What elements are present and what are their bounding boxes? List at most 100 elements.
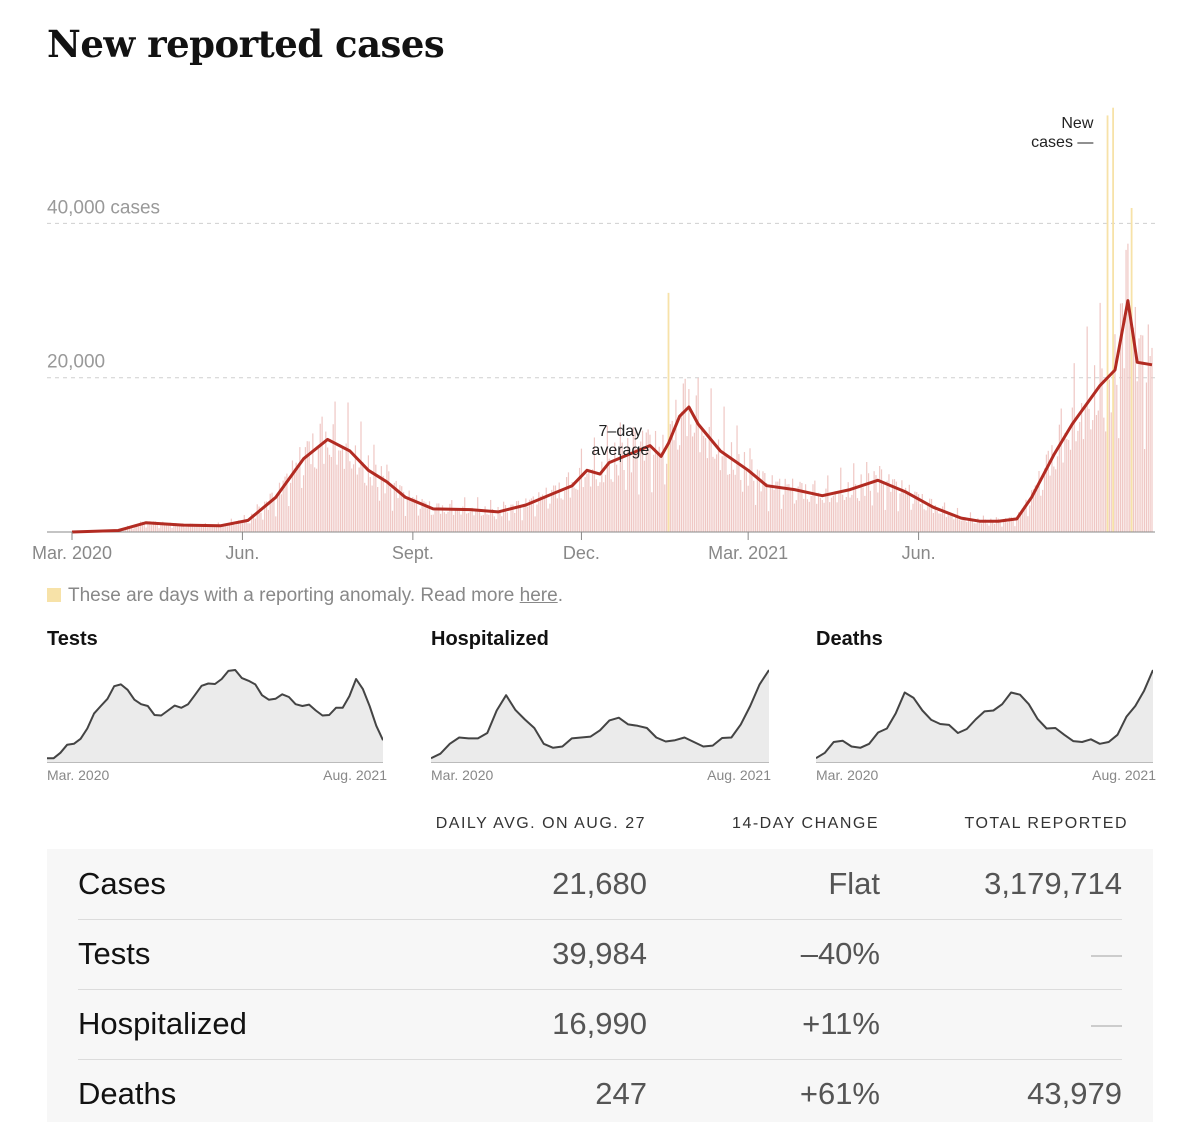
daily-bar: [690, 425, 691, 532]
daily-bar: [414, 499, 415, 532]
daily-bar: [644, 461, 645, 532]
daily-bar: [390, 488, 391, 532]
daily-bar: [1057, 456, 1058, 532]
mini-chart-title: Hospitalized: [431, 628, 771, 651]
daily-bar: [507, 512, 508, 532]
daily-bar: [397, 498, 398, 532]
daily-bar: [768, 511, 769, 532]
daily-bar: [433, 515, 434, 532]
daily-bar: [444, 512, 445, 532]
daily-bar: [773, 490, 774, 532]
anomaly-read-more-link[interactable]: here: [520, 585, 558, 606]
daily-bar: [899, 493, 900, 532]
daily-bar: [1016, 519, 1017, 532]
daily-bar: [353, 464, 354, 532]
row-change: +11%: [802, 1006, 880, 1042]
daily-bar: [968, 520, 969, 532]
daily-bar: [410, 500, 411, 532]
daily-bar: [827, 475, 828, 532]
daily-bar: [831, 498, 832, 532]
daily-bar: [370, 477, 371, 532]
anomaly-note: These are days with a reporting anomaly.…: [47, 585, 563, 607]
daily-bar: [1053, 467, 1054, 532]
daily-bar: [360, 422, 361, 532]
daily-bar: [384, 493, 385, 532]
daily-bar: [783, 495, 784, 532]
daily-bar: [953, 519, 954, 532]
daily-bar: [503, 502, 504, 532]
daily-bar: [692, 436, 693, 532]
daily-bar: [755, 505, 756, 532]
y-tick-label: 40,000 cases: [47, 197, 160, 218]
daily-bar: [270, 494, 271, 532]
daily-bar: [966, 522, 967, 532]
daily-bar: [1040, 496, 1041, 532]
daily-bar: [938, 513, 939, 532]
daily-bar: [846, 497, 847, 532]
row-total: 3,179,714: [984, 866, 1122, 902]
daily-bar: [794, 504, 795, 532]
daily-bar: [981, 523, 982, 532]
daily-bar: [575, 489, 576, 532]
daily-bar: [818, 493, 819, 532]
daily-bar: [833, 496, 834, 532]
daily-bar: [1109, 380, 1110, 532]
daily-bar: [377, 487, 378, 532]
daily-bar: [740, 480, 741, 532]
daily-bar: [859, 501, 860, 532]
daily-bar: [677, 450, 678, 532]
table-row: Cases 21,680 Flat 3,179,714: [78, 849, 1122, 920]
daily-bar: [888, 474, 889, 532]
daily-bar: [766, 483, 767, 532]
daily-bar: [323, 464, 324, 532]
daily-bar: [1148, 324, 1149, 532]
daily-bar: [1007, 522, 1008, 532]
daily-bar: [625, 490, 626, 532]
daily-bar: [1150, 356, 1151, 532]
daily-bar: [131, 528, 132, 532]
daily-bar: [877, 492, 878, 532]
daily-bar: [260, 513, 261, 532]
daily-bar: [572, 482, 573, 532]
daily-bar: [1151, 348, 1152, 532]
daily-bar: [875, 475, 876, 532]
anomaly-note-text: These are days with a reporting anomaly.…: [68, 585, 520, 606]
daily-bar: [236, 524, 237, 532]
daily-bar: [1144, 449, 1145, 532]
daily-bar: [186, 527, 187, 532]
x-tick-label: Mar. 2021: [708, 543, 788, 563]
daily-bar: [803, 499, 804, 532]
daily-bar: [881, 469, 882, 532]
daily-bar: [1061, 409, 1062, 532]
daily-bar: [1037, 489, 1038, 532]
anomaly-swatch: [47, 588, 61, 602]
row-total: 43,979: [1027, 1076, 1122, 1112]
daily-bar: [849, 498, 850, 532]
x-tick-label: Sept.: [392, 543, 434, 563]
daily-bar: [912, 504, 913, 532]
daily-bar: [948, 514, 949, 532]
daily-bar: [835, 491, 836, 532]
daily-bar: [811, 496, 812, 532]
daily-bar: [703, 436, 704, 532]
daily-bar: [857, 498, 858, 532]
daily-bar: [460, 515, 461, 532]
daily-bar: [1081, 403, 1082, 532]
daily-bar: [1092, 420, 1093, 532]
daily-bar: [829, 502, 830, 532]
daily-bar: [473, 515, 474, 532]
daily-bar: [733, 470, 734, 532]
daily-bar: [296, 463, 297, 532]
daily-bar: [744, 452, 745, 532]
daily-bar: [560, 498, 561, 532]
daily-bar: [653, 455, 654, 532]
daily-bar: [599, 482, 600, 532]
daily-bar: [694, 433, 695, 532]
daily-bar: [466, 514, 467, 532]
annotation-7-day-average: 7–day: [599, 423, 643, 440]
daily-bar: [451, 500, 452, 532]
daily-bar: [496, 519, 497, 532]
daily-bar: [987, 523, 988, 532]
daily-bar: [598, 486, 599, 532]
daily-bar: [861, 474, 862, 532]
